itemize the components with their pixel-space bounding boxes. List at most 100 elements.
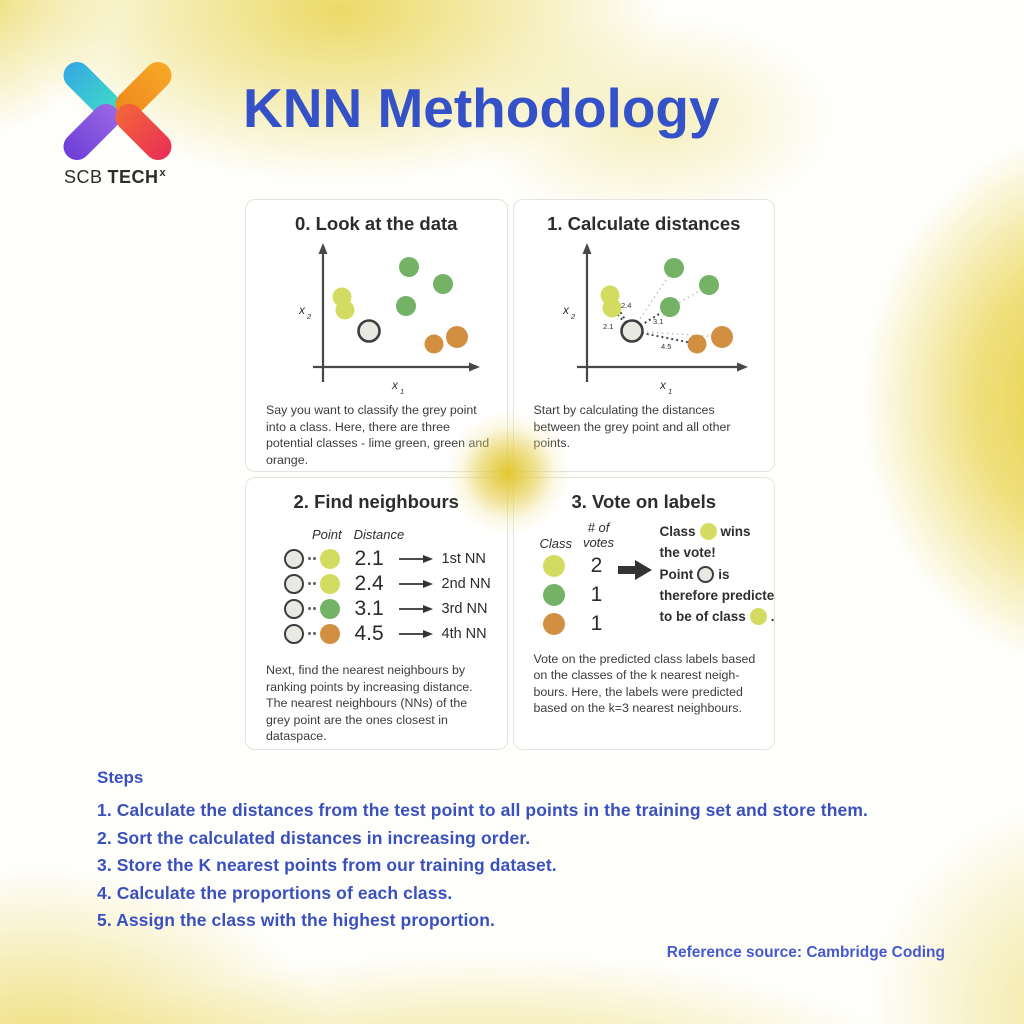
header-distance: Distance xyxy=(353,527,405,542)
result-line: therefore predicted xyxy=(659,587,775,603)
right-arrow-icon xyxy=(398,629,433,638)
step-item: 1. Calculate the distances from the test… xyxy=(97,800,868,820)
lime-point-icon xyxy=(319,548,340,569)
scatter-plot: x 2 x 1 xyxy=(298,243,481,396)
scatter-points xyxy=(332,257,469,354)
panel0-title: 0. Look at the data xyxy=(295,213,458,234)
vote-row: 2 xyxy=(540,552,618,580)
green-point-icon xyxy=(319,598,340,619)
dotted-link-icon xyxy=(308,607,311,610)
panel-calculate-distances: 1. Calculate distances x 2 x 1 xyxy=(512,199,775,472)
scb-techx-logo xyxy=(57,56,178,166)
steps-section: Steps 1. Calculate the distances from th… xyxy=(97,768,868,935)
header-point: Point xyxy=(312,527,342,542)
rank-label: 3rd NN xyxy=(441,600,488,617)
vote-count: 1 xyxy=(590,611,603,635)
step-item: 3. Store the K nearest points from our t… xyxy=(97,855,557,875)
result-word: is xyxy=(718,566,730,582)
result-period: . xyxy=(770,609,775,625)
right-arrow-icon xyxy=(398,604,433,613)
dotted-link-icon xyxy=(308,582,311,585)
lime-class-icon xyxy=(542,554,565,577)
orange-class-icon xyxy=(542,612,565,635)
header-votes: # of votes xyxy=(582,520,615,550)
distance-value: 4.5 xyxy=(354,621,384,645)
x-axis-label: x xyxy=(659,378,667,392)
distance-value: 2.4 xyxy=(354,571,384,595)
vote-table: Class # of votes 2 1 1 xyxy=(539,520,618,638)
big-arrow-icon xyxy=(617,560,652,580)
distance-label-2-4: 2.4 xyxy=(621,301,631,310)
grey-point-icon xyxy=(284,548,304,569)
grey-point-icon xyxy=(284,573,304,594)
panel0-caption: Say you want to classify the grey point … xyxy=(266,403,490,467)
panel2-title: 2. Find neighbours xyxy=(293,491,459,512)
scatter-points xyxy=(600,258,733,354)
brand-scb: SCB xyxy=(64,167,103,187)
distance-label-2-1: 2.1 xyxy=(603,322,613,331)
neighbour-row: 4.5 4th NN xyxy=(284,621,507,646)
brand-tech: TECH xyxy=(107,167,159,187)
rank-label: 1st NN xyxy=(441,550,486,567)
result-word: Point xyxy=(659,566,694,582)
y-axis-sub: 2 xyxy=(306,312,312,321)
right-arrow-icon xyxy=(398,554,433,563)
neighbour-row: 2.4 2nd NN xyxy=(284,571,507,596)
knn-figure: 0. Look at the data x 2 x 1 xyxy=(245,199,775,750)
reference-source: Reference source: Cambridge Coding xyxy=(666,944,945,961)
brand-x-superscript: x xyxy=(159,167,167,179)
axes: x 2 x 1 xyxy=(562,243,748,396)
panel3-caption: Vote on the predicted class labels based… xyxy=(533,651,756,716)
y-axis-label: x xyxy=(298,303,306,317)
result-word: wins xyxy=(720,524,751,539)
distance-value: 3.1 xyxy=(354,596,384,620)
neighbour-table-headers: Point Distance xyxy=(312,527,507,542)
panel1-caption: Start by calculating the distances betwe… xyxy=(533,403,731,450)
orange-point-icon xyxy=(319,623,340,644)
grey-point-icon xyxy=(284,598,304,619)
dotted-link-icon xyxy=(308,632,311,635)
step-item: 4. Calculate the proportions of each cla… xyxy=(97,882,453,903)
neighbour-row: 2.1 1st NN xyxy=(284,546,507,571)
panel3-title: 3. Vote on labels xyxy=(571,491,717,512)
vote-row: 1 xyxy=(540,581,618,609)
lime-class-icon xyxy=(699,523,717,541)
x-axis-sub: 1 xyxy=(400,387,404,396)
header-class: Class xyxy=(539,535,573,551)
green-class-icon xyxy=(542,583,565,606)
neighbour-row: 3.1 3rd NN xyxy=(284,596,507,621)
result-word: Class xyxy=(659,524,696,539)
right-arrow-icon xyxy=(398,579,433,588)
axes: x 2 x 1 xyxy=(298,243,481,396)
distance-labels: 2.4 2.1 3.1 4.5 xyxy=(603,301,671,351)
distance-label-3-1: 3.1 xyxy=(653,317,663,326)
distance-plot: x 2 x 1 xyxy=(562,243,748,396)
lime-point-icon xyxy=(319,573,340,594)
dotted-link-icon xyxy=(308,557,311,560)
grey-point-icon xyxy=(697,565,715,583)
x-axis-label: x xyxy=(391,378,399,392)
vote-diagram: Class # of votes 2 1 1 xyxy=(539,520,775,638)
brand-wordmark: SCB TECHx xyxy=(64,167,166,188)
y-axis-sub: 2 xyxy=(570,312,576,321)
steps-heading: Steps xyxy=(97,768,144,787)
result-line: the vote! xyxy=(659,545,716,561)
grey-point-icon xyxy=(284,623,304,644)
rank-label: 2nd NN xyxy=(441,575,491,592)
step-item: 2. Sort the calculated distances in incr… xyxy=(97,827,531,848)
result-line: to be of class xyxy=(659,609,746,625)
vote-row: 1 xyxy=(540,610,618,638)
x-axis-sub: 1 xyxy=(668,387,672,396)
page-title: KNN Methodology xyxy=(243,77,720,139)
vote-count: 1 xyxy=(590,582,603,606)
lime-class-icon xyxy=(749,608,767,626)
distance-value: 2.1 xyxy=(354,546,384,570)
panel-look-at-data: 0. Look at the data x 2 x 1 xyxy=(245,199,508,472)
panel-find-neighbours: 2. Find neighbours Point Distance 2.1 1s… xyxy=(245,477,508,750)
y-axis-label: x xyxy=(562,303,570,317)
panel1-title: 1. Calculate distances xyxy=(547,213,741,234)
grey-query-point xyxy=(619,319,644,343)
grey-query-point xyxy=(357,319,382,343)
vote-count: 2 xyxy=(590,553,603,577)
panel2-caption: Next, find the nearest neighbours by ran… xyxy=(266,663,473,743)
